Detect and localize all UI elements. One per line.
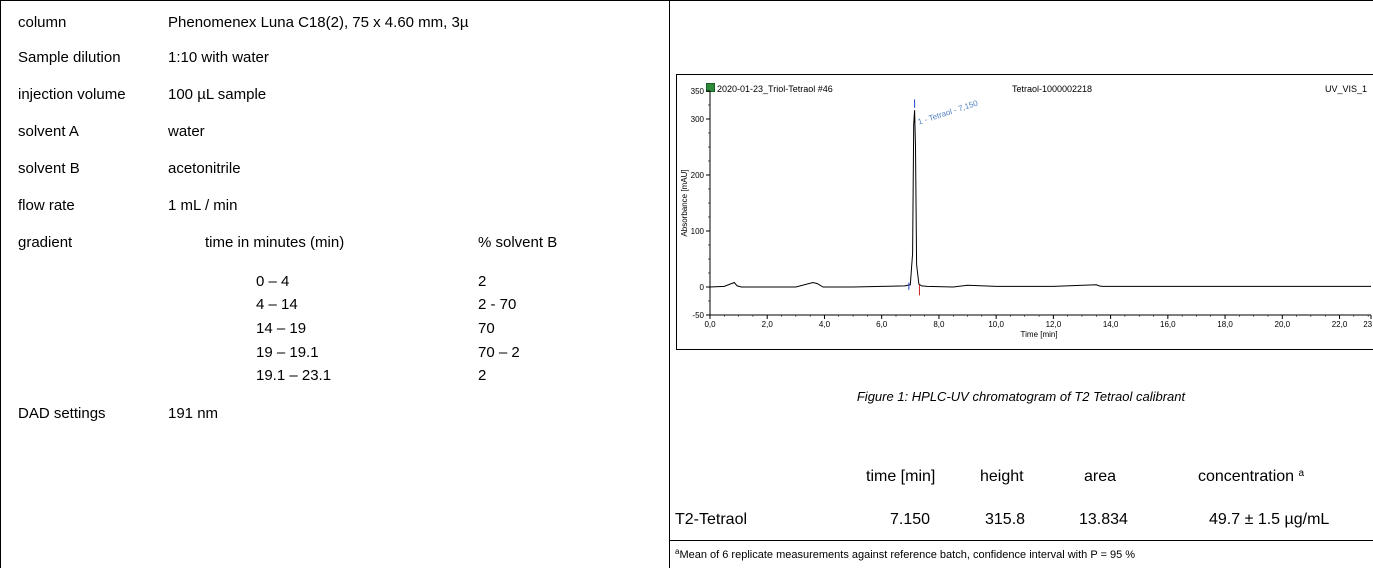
footnote: aMean of 6 replicate measurements agains… xyxy=(675,547,1135,561)
gradient-row: 19.1 – 23.1 2 xyxy=(0,367,669,387)
peak-height: 315.8 xyxy=(985,511,1026,528)
chromatogram-trace xyxy=(709,110,1371,288)
param-row-column: column Phenomenex Luna C18(2), 75 x 4.60… xyxy=(18,14,658,34)
gradient-row: 0 – 4 2 xyxy=(0,273,669,293)
y-tick-label: 200 xyxy=(691,171,705,180)
chromatogram-plot: -50 0 100 200 300 350 0,0 2,0 4,0 6,0 8,0 10,0 12,0 1… xyxy=(680,87,1372,339)
gradient-row: 4 – 14 2 - 70 xyxy=(0,296,669,316)
y-tick-label: 350 xyxy=(691,87,705,96)
chromatogram-channel-name: UV_VIS_1 xyxy=(1324,84,1367,94)
concentration: 49.7 ± 1.5 µg/mL xyxy=(1209,511,1330,528)
gradient-row: 19 – 19.1 70 – 2 xyxy=(0,344,669,364)
param-value: Phenomenex Luna C18(2), 75 x 4.60 mm, 3µ xyxy=(168,14,469,31)
chromatogram-figure: 2020-01-23_Triol-Tetraol #46 Tetraol-100… xyxy=(676,74,1373,350)
x-tick-label: 14,0 xyxy=(1103,320,1119,329)
results-row: T2-Tetraol 7.150 315.8 13.834 49.7 ± 1.5… xyxy=(669,511,1373,533)
gradient-time: 0 – 4 xyxy=(256,273,290,290)
param-row-solvent-b: solvent B acetonitrile xyxy=(18,160,658,180)
x-tick-label: 6,0 xyxy=(876,320,888,329)
x-tick-label: 22,0 xyxy=(1332,320,1348,329)
param-row-sample-dilution: Sample dilution 1:10 with water xyxy=(18,49,658,69)
param-value: 1 mL / min xyxy=(168,197,238,214)
footnote-marker: a xyxy=(675,547,680,556)
gradient-time: 4 – 14 xyxy=(256,296,298,313)
footnote-marker: a xyxy=(1298,468,1305,479)
param-value: 1:10 with water xyxy=(168,49,269,66)
x-tick-label: 2,0 xyxy=(762,320,774,329)
param-label: column xyxy=(18,14,67,31)
footnote-text: Mean of 6 replicate measurements against… xyxy=(679,549,1136,561)
param-row-solvent-a: solvent A water xyxy=(18,123,658,143)
x-tick-label: 12,0 xyxy=(1046,320,1062,329)
figure-caption: Figure 1: HPLC-UV chromatogram of T2 Tet… xyxy=(856,389,1186,404)
chromatogram-injection-name: Tetraol-1000002218 xyxy=(1012,84,1093,94)
peak-area: 13.834 xyxy=(1079,511,1128,528)
param-row-gradient: gradient xyxy=(18,234,658,254)
results-header-row: time [min] height area concentration a xyxy=(669,468,1373,490)
gradient-time: 14 – 19 xyxy=(256,320,307,337)
footnote-divider xyxy=(669,540,1373,541)
gradient-b-header: % solvent B xyxy=(478,234,558,251)
gradient-time-header: time in minutes (min) xyxy=(205,234,345,251)
param-row-injection-volume: injection volume 100 µL sample xyxy=(18,86,658,106)
header-time: time [min] xyxy=(866,468,936,485)
param-label: DAD settings xyxy=(18,405,106,422)
x-tick-label: 8,0 xyxy=(933,320,945,329)
analyte-name: T2-Tetraol xyxy=(675,511,748,528)
header-concentration: concentration a xyxy=(1198,468,1304,486)
param-label: solvent A xyxy=(18,123,79,140)
x-axis-label: Time [min] xyxy=(1021,330,1058,339)
top-border xyxy=(0,0,1373,1)
gradient-b: 2 xyxy=(478,367,487,384)
header-area: area xyxy=(1084,468,1117,485)
left-border xyxy=(0,0,1,568)
gradient-b: 2 xyxy=(478,273,487,290)
param-label: gradient xyxy=(18,234,73,251)
x-tick-label: 4,0 xyxy=(819,320,831,329)
param-value: acetonitrile xyxy=(168,160,241,177)
x-tick-label: 20,0 xyxy=(1275,320,1291,329)
gradient-b: 70 xyxy=(478,320,495,337)
param-value: 191 nm xyxy=(168,405,219,422)
chromatogram-sample-title: 2020-01-23_Triol-Tetraol #46 xyxy=(717,84,833,94)
x-tick-label: 0,0 xyxy=(704,320,716,329)
gradient-time: 19.1 – 23.1 xyxy=(256,367,332,384)
param-row-flow-rate: flow rate 1 mL / min xyxy=(18,197,658,217)
peak-label: 1 - Tetraol - 7,150 xyxy=(917,98,980,126)
x-tick-label: 18,0 xyxy=(1217,320,1233,329)
x-tick-label: 23,1 xyxy=(1363,320,1372,329)
retention-time: 7.150 xyxy=(890,511,931,528)
gradient-b: 70 – 2 xyxy=(478,344,520,361)
x-tick-label: 16,0 xyxy=(1160,320,1176,329)
y-tick-label: 0 xyxy=(700,283,705,292)
header-height: height xyxy=(980,468,1024,485)
gradient-time: 19 – 19.1 xyxy=(256,344,319,361)
param-value: water xyxy=(168,123,205,140)
y-tick-label: -50 xyxy=(692,311,704,320)
param-label: flow rate xyxy=(18,197,75,214)
param-label: Sample dilution xyxy=(18,49,121,66)
param-value: 100 µL sample xyxy=(168,86,267,103)
y-tick-label: 100 xyxy=(691,227,705,236)
gradient-b: 2 - 70 xyxy=(478,296,517,313)
column-divider xyxy=(669,0,670,568)
param-row-dad-settings: DAD settings 191 nm xyxy=(18,405,658,425)
y-tick-label: 300 xyxy=(691,115,705,124)
y-axis-label: Absorbance [mAU] xyxy=(680,169,689,236)
x-tick-label: 10,0 xyxy=(988,320,1004,329)
param-label: solvent B xyxy=(18,160,80,177)
header-concentration-text: concentration xyxy=(1198,468,1295,485)
gradient-row: 14 – 19 70 xyxy=(0,320,669,340)
param-label: injection volume xyxy=(18,86,126,103)
